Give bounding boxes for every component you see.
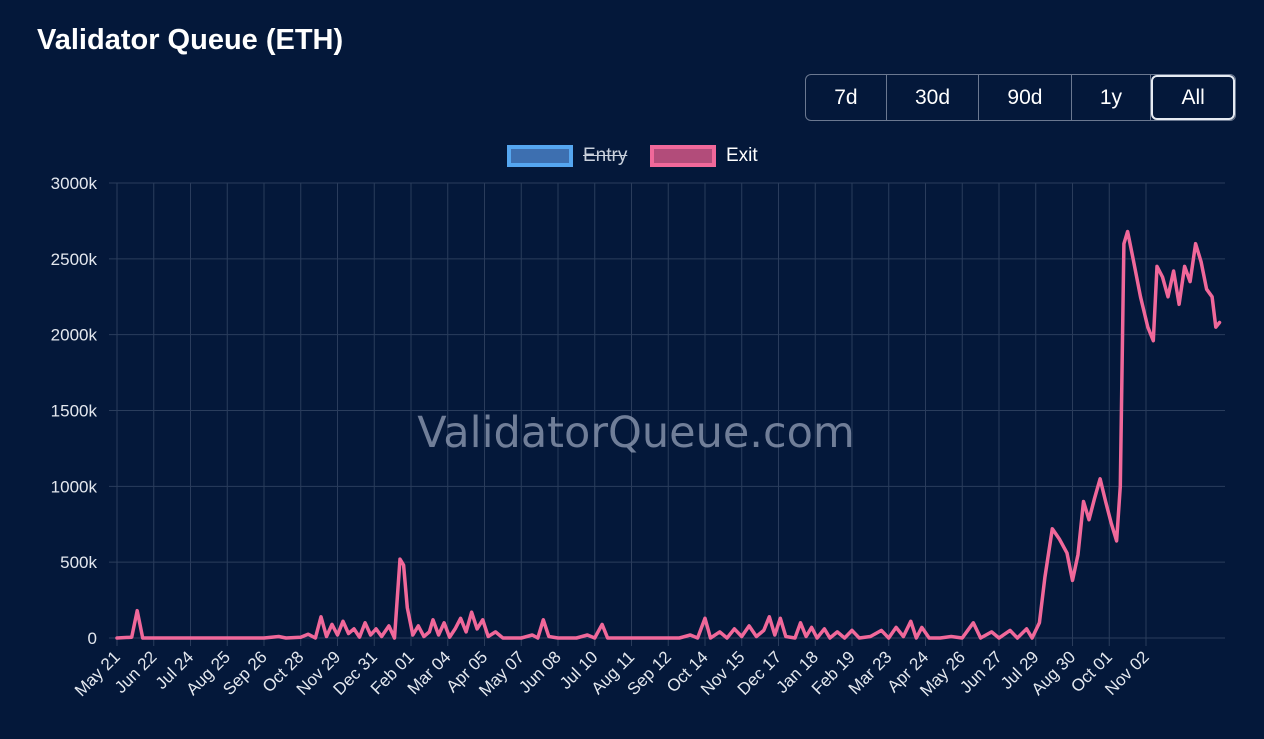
legend-label-exit: Exit [726, 145, 758, 166]
legend-swatch-exit [650, 145, 716, 167]
watermark-text: ValidatorQueue.com [417, 408, 855, 458]
y-tick-label: 500k [60, 553, 97, 572]
time-range-selector: 7d 30d 90d 1y All [805, 74, 1236, 121]
legend-swatch-entry [507, 145, 573, 167]
range-30d-button[interactable]: 30d [887, 75, 980, 120]
chart-legend: Entry Exit [0, 142, 1264, 170]
range-1y-button[interactable]: 1y [1072, 75, 1152, 120]
y-tick-label: 1500k [51, 402, 98, 421]
range-90d-button[interactable]: 90d [979, 75, 1072, 120]
y-tick-label: 3000k [51, 174, 98, 193]
x-tick-label: Jun 08 [515, 647, 565, 697]
y-tick-label: 1000k [51, 477, 98, 496]
x-tick-label: Jun 22 [111, 647, 161, 697]
y-tick-label: 2500k [51, 250, 98, 269]
page-title: Validator Queue (ETH) [37, 24, 344, 56]
x-tick-label: May 21 [71, 647, 124, 700]
series-line-exit [115, 229, 1222, 640]
range-7d-button[interactable]: 7d [806, 75, 887, 120]
y-axis: 0 500k 1000k 1500k 2000k 2500k 3000k [51, 174, 98, 648]
legend-item-entry[interactable]: Entry [507, 142, 627, 170]
y-tick-label: 0 [88, 629, 97, 648]
legend-label-entry: Entry [583, 145, 628, 166]
chart-series [115, 229, 1222, 640]
legend-item-exit[interactable]: Exit [650, 142, 758, 170]
chart-grid [109, 182, 1225, 646]
x-tick-label: Jun 27 [956, 647, 1006, 697]
y-tick-label: 2000k [51, 326, 98, 345]
range-all-button[interactable]: All [1151, 75, 1235, 120]
